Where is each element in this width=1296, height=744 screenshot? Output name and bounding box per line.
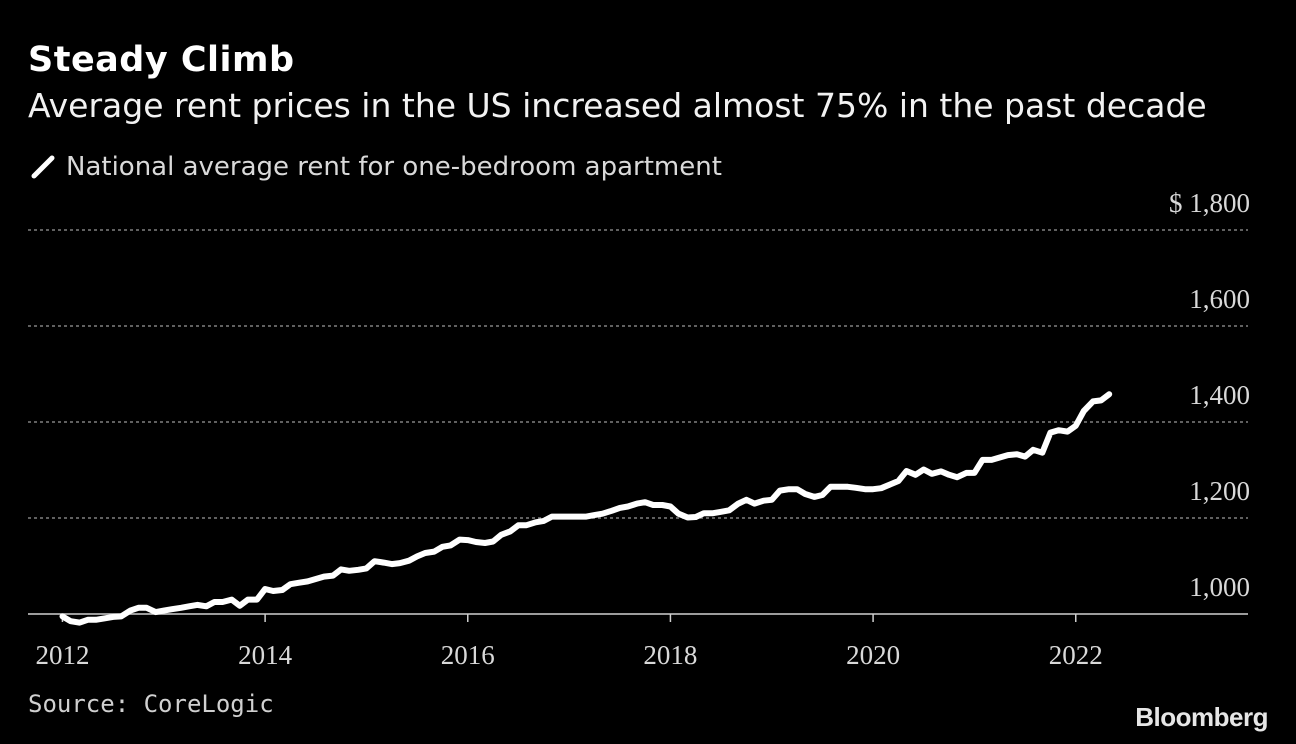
chart-title: Steady Climb xyxy=(28,40,295,80)
legend-label: National average rent for one-bedroom ap… xyxy=(66,152,722,182)
grid-lines xyxy=(28,229,1248,519)
y-tick-label: 1,000 xyxy=(1189,572,1250,602)
x-tick-label: 2022 xyxy=(1049,640,1103,670)
x-tick-label: 2012 xyxy=(35,640,89,670)
legend: National average rent for one-bedroom ap… xyxy=(30,152,722,182)
x-tick-label: 2018 xyxy=(643,640,697,670)
y-tick-label: $ 1,800 xyxy=(1169,188,1250,218)
y-tick-label: 1,200 xyxy=(1189,476,1250,506)
series-line-national-average-rent xyxy=(59,391,1113,626)
x-axis-ticks: 2012 2014 2016 2018 2020 2022 xyxy=(35,614,1103,670)
chart-subtitle: Average rent prices in the US increased … xyxy=(28,86,1207,125)
legend-line-swatch xyxy=(31,155,55,179)
x-tick-label: 2014 xyxy=(238,640,293,670)
y-tick-label: 1,400 xyxy=(1189,380,1250,410)
bloomberg-logo: Bloomberg xyxy=(1135,702,1268,732)
x-tick-label: 2020 xyxy=(846,640,900,670)
y-tick-label: 1,600 xyxy=(1189,284,1250,314)
y-axis-ticks: 1,000 1,200 1,400 1,600 $ 1,800 xyxy=(1169,188,1250,602)
source-note: Source: CoreLogic xyxy=(28,690,274,718)
x-tick-label: 2016 xyxy=(441,640,495,670)
